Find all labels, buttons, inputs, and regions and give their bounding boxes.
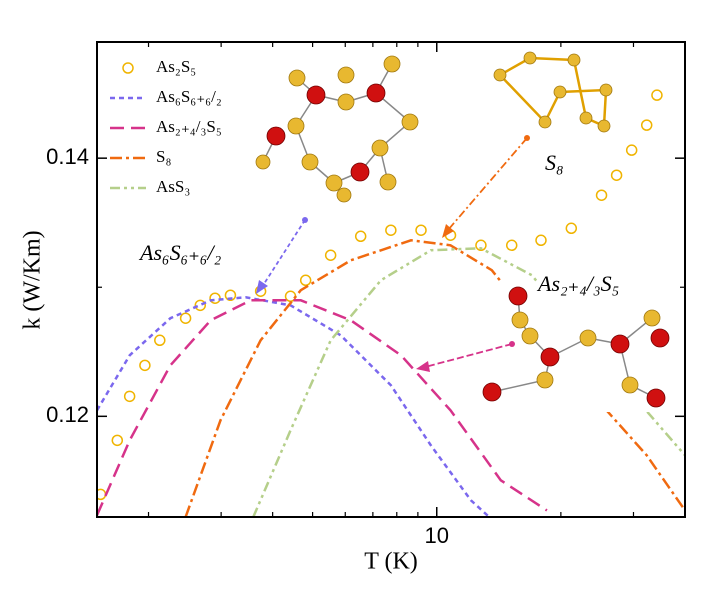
data-point: [565, 222, 578, 235]
data-point: [640, 119, 653, 131]
annotation: As₆S₆₊₆/₂: [138, 240, 222, 265]
fit-line: [97, 296, 491, 517]
data-point: [299, 274, 312, 287]
legend-label: As₂S₅: [156, 57, 196, 76]
data-point: [651, 89, 663, 101]
annotation-arrows: [256, 135, 530, 372]
legend-label: As₂₊₄/₃S₅: [156, 117, 222, 136]
legend-label: S₈: [156, 147, 171, 166]
annotation: S₈: [545, 150, 564, 175]
data-point: [625, 144, 638, 156]
data-point: [139, 359, 151, 372]
legend-label: As₆S₆₊₆/₂: [156, 87, 222, 106]
legend-label: AsS₃: [156, 177, 190, 196]
axes: 10 0.12 0.14: [46, 42, 686, 548]
fit-line: [252, 247, 685, 517]
data-point: [154, 334, 166, 347]
molecule-as6s6: [255, 55, 419, 203]
data-point: [111, 434, 124, 447]
legend: As₂S₅ As₆S₆₊₆/₂ As₂₊₄/₃S₅ S₈ AsS₃: [110, 57, 222, 196]
data-point: [123, 390, 136, 403]
data-point: [610, 169, 623, 181]
annotation: As₂₊₄/₃S₅: [536, 271, 619, 296]
data-point: [179, 312, 192, 324]
y-axis-label: k (W/Km): [20, 230, 46, 329]
y-tick-label: 0.14: [46, 144, 89, 169]
data-point: [415, 224, 427, 236]
data-point: [209, 292, 221, 304]
data-point: [535, 234, 547, 247]
molecule-as2s5: [482, 282, 672, 412]
data-point: [505, 239, 518, 252]
data-point: [224, 289, 237, 301]
legend-marker: [122, 62, 134, 74]
x-tick-label: 10: [424, 523, 448, 548]
fit-line: [97, 299, 548, 516]
plot-frame: [96, 41, 686, 518]
data-point: [324, 249, 337, 261]
molecule-s8: [493, 51, 613, 133]
data-point: [354, 230, 367, 243]
x-axis-label: T (K): [364, 549, 418, 575]
data-point: [194, 299, 207, 312]
y-tick-label: 0.12: [46, 402, 89, 427]
data-point: [475, 239, 487, 252]
data-point: [595, 189, 608, 201]
data-point: [385, 224, 397, 236]
